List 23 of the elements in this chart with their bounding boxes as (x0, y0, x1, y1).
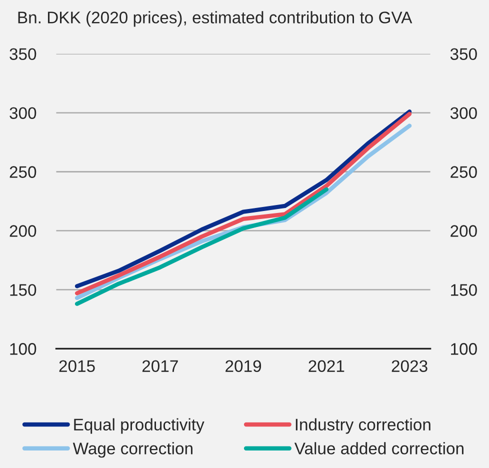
y2-tick-label: 350 (450, 48, 477, 60)
y2-tick-label: 250 (450, 166, 477, 178)
y2-tick-label: 150 (451, 284, 477, 296)
y-tick-label: 300 (10, 107, 36, 119)
x-tick-label: 2019 (226, 360, 262, 372)
x-tick-label: 2015 (59, 360, 95, 372)
y-tick-label: 250 (10, 166, 36, 178)
legend-label: Industry correction (296, 418, 430, 434)
y2-tick-label: 100 (451, 343, 477, 355)
chart-title: Bn. DKK (2020 prices), estimated contribution to GVA (18, 11, 412, 27)
y-tick-label: 350 (10, 48, 36, 60)
x-tick-label: 2017 (142, 360, 178, 372)
y2-tick-label: 300 (450, 107, 477, 119)
legend-label: Equal productivity (74, 418, 204, 434)
legend-label: Value added correction (294, 442, 464, 454)
y2-tick-label: 200 (450, 225, 477, 237)
x-tick-label: 2023 (392, 360, 428, 372)
y-tick-label: 150 (10, 284, 36, 296)
y-tick-label: 200 (10, 225, 36, 237)
x-tick-label: 2021 (308, 360, 344, 372)
legend-label: Wage correction (72, 442, 192, 458)
y-tick-label: 100 (10, 343, 36, 355)
line-series (74, 187, 328, 306)
